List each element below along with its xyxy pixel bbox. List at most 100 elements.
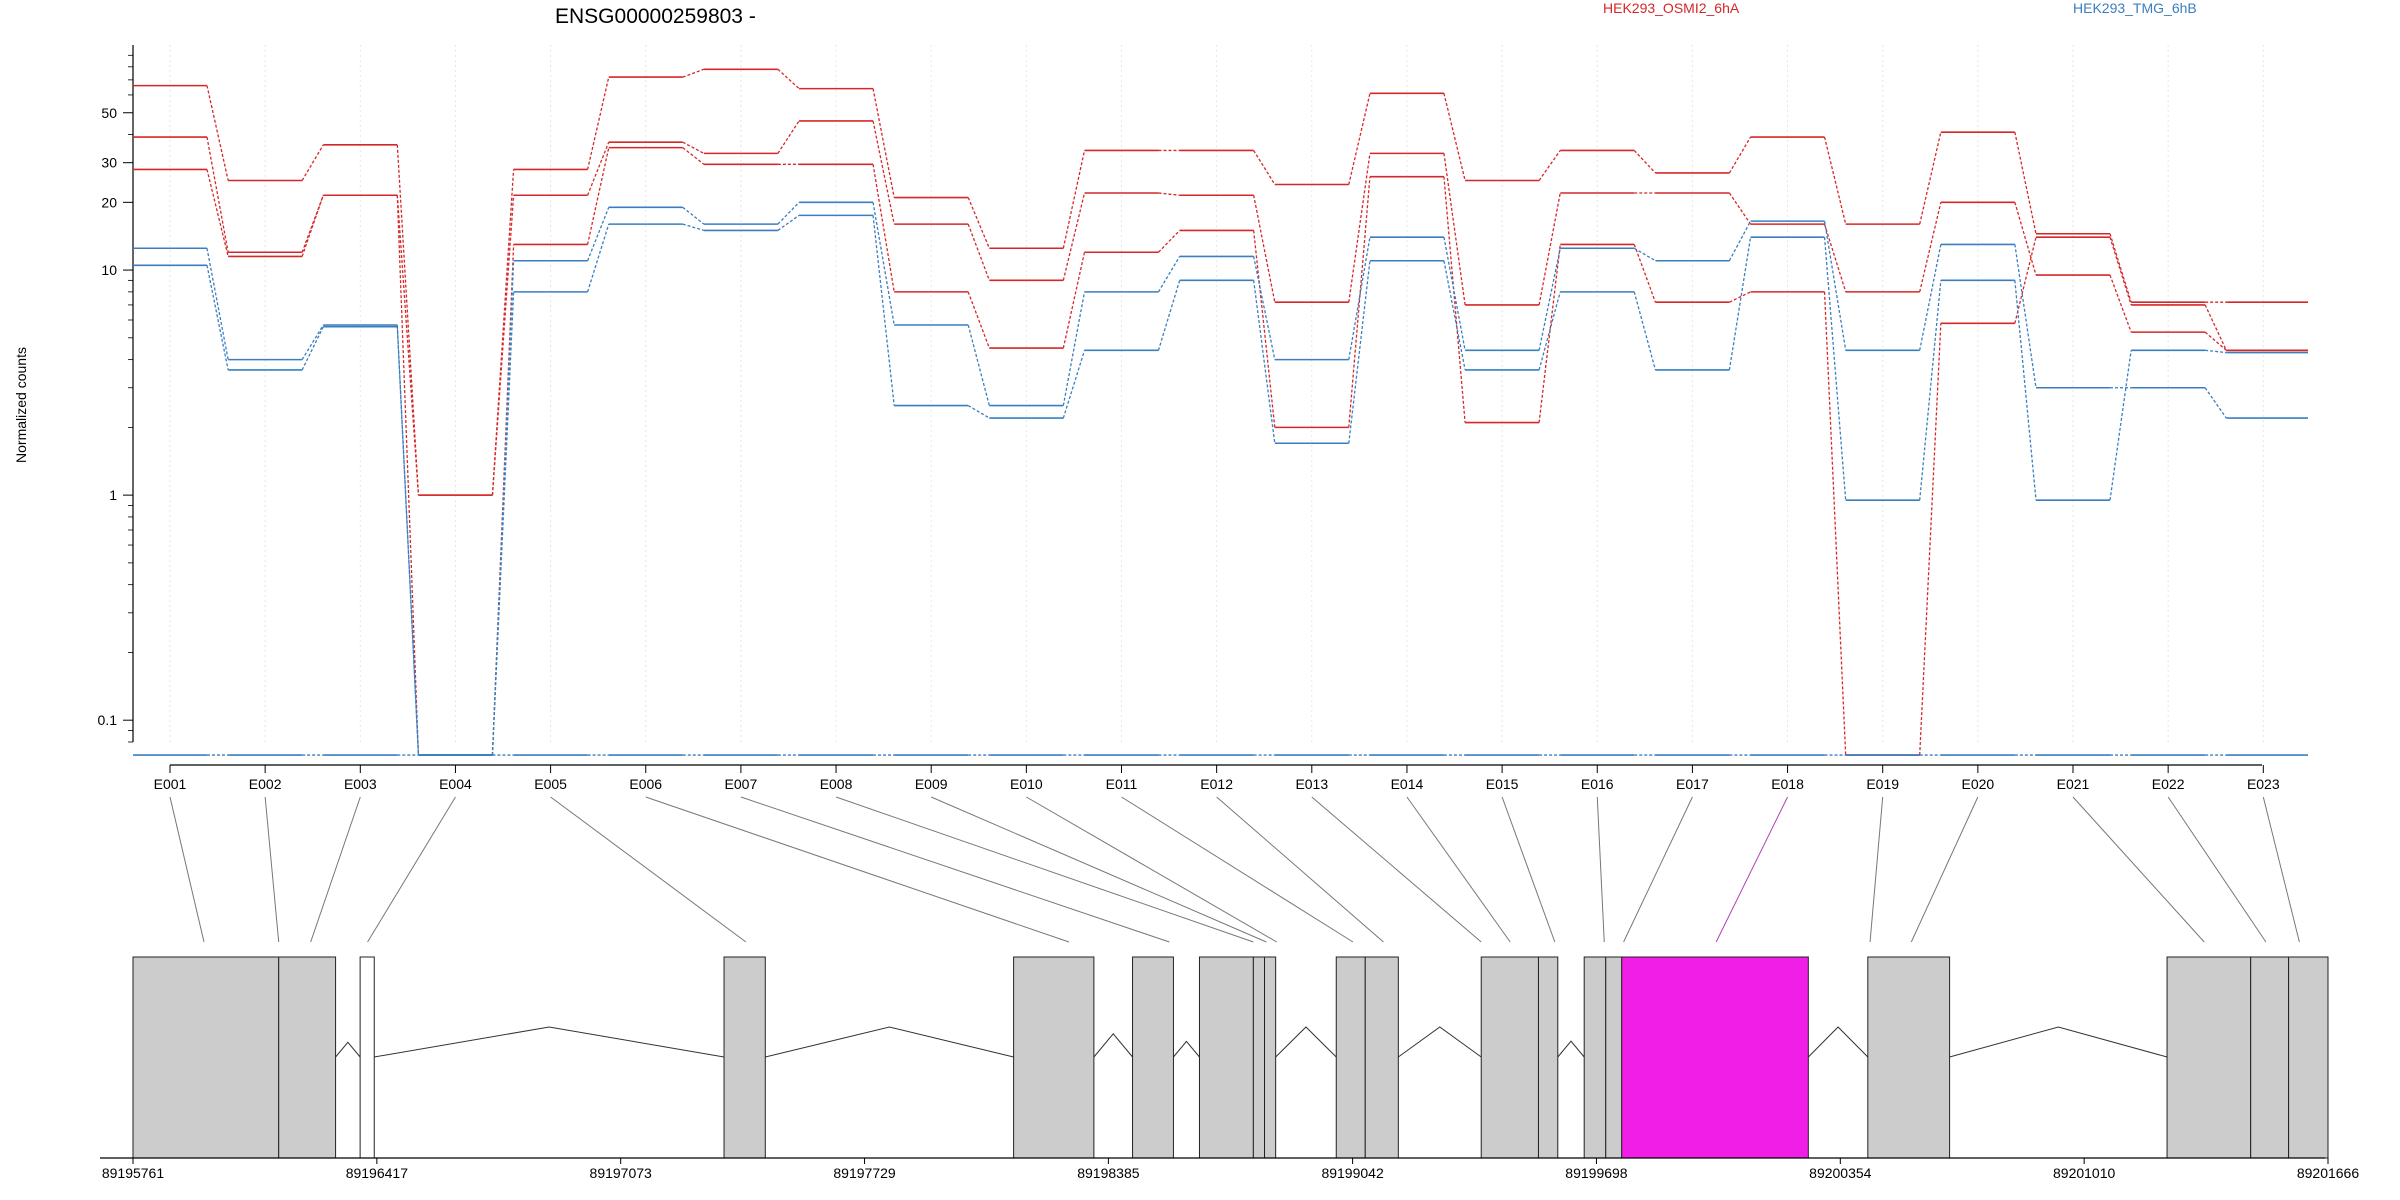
exon-connector	[1311, 796, 1482, 943]
exon-connector	[1406, 796, 1511, 943]
x-tick-label: E007	[725, 776, 758, 792]
series-connector	[301, 326, 324, 371]
exon-connector	[1596, 796, 1605, 943]
series-connector	[967, 324, 990, 406]
series-connector	[1443, 153, 1466, 306]
intron-line	[1557, 1040, 1585, 1058]
series-connector	[1823, 291, 1847, 756]
series-connector	[2014, 202, 2037, 276]
exon-connector	[740, 796, 1170, 943]
series-connector	[967, 405, 990, 419]
series-connector	[1348, 153, 1371, 303]
x-tick-label: E015	[1486, 776, 1519, 792]
y-tick-label: 20	[101, 194, 117, 210]
exon-connector	[2072, 796, 2205, 943]
exon-bin	[1198, 956, 1254, 1159]
series-connector	[1633, 291, 1657, 371]
series-5	[133, 214, 2308, 756]
series-connector	[1443, 237, 1466, 351]
series-connector	[682, 223, 705, 232]
exon-connector	[645, 796, 1070, 943]
series-connector	[777, 201, 800, 225]
series-connector	[2204, 387, 2227, 419]
series-connector	[1062, 350, 1086, 419]
x-tick-label: E022	[2152, 776, 2185, 792]
series-connector	[1348, 237, 1371, 360]
gene-model	[132, 956, 2329, 1159]
exon-bin	[723, 956, 766, 1159]
y-axis-label: Normalized counts	[13, 347, 29, 463]
x-tick-label: E001	[154, 776, 187, 792]
series-connector	[872, 164, 895, 292]
exon-bin	[1132, 956, 1174, 1159]
series-connector	[2109, 350, 2132, 501]
series-connector	[206, 85, 229, 181]
series-connector	[206, 248, 229, 360]
series-connector	[491, 195, 515, 496]
genomic-tick-label: 89195761	[102, 1165, 165, 1181]
x-tick-label: E006	[629, 776, 662, 792]
exon-bin	[1583, 956, 1607, 1159]
genomic-tick-label: 89199698	[1565, 1165, 1628, 1181]
series-connector	[1348, 93, 1371, 185]
x-tick-label: E014	[1391, 776, 1424, 792]
series-connector	[2109, 274, 2132, 333]
series-connector	[1253, 230, 1276, 428]
series-connector	[1919, 244, 1942, 351]
series-connector	[206, 136, 229, 253]
series-connector	[2205, 349, 2227, 354]
genomic-tick-label: 89198385	[1077, 1165, 1140, 1181]
exon-connector	[931, 796, 1267, 943]
exon-bin	[359, 956, 375, 1159]
exon-connector	[310, 796, 361, 943]
exon-connector	[1026, 796, 1278, 943]
x-tick-label: E023	[2247, 776, 2280, 792]
exon-connector	[1623, 796, 1693, 943]
exon-connector	[1910, 796, 1979, 943]
x-tick-label: E016	[1581, 776, 1614, 792]
y-axis-ticks: 0.1 1 10 20 30 50	[98, 54, 133, 743]
series-connector	[777, 120, 800, 154]
genomic-tick-label: 89197729	[833, 1165, 896, 1181]
series-connector	[586, 147, 610, 245]
series-connector	[1062, 252, 1086, 349]
series-connector	[967, 197, 990, 249]
exon-connector	[1869, 796, 1884, 943]
exon-bin	[278, 956, 337, 1159]
legend-label-tmg: HEK293_TMG_6hB	[2073, 0, 2197, 16]
series-connector	[301, 195, 324, 257]
series-connector	[1728, 136, 1752, 174]
x-tick-label: E021	[2057, 776, 2090, 792]
series-2	[133, 120, 2308, 496]
genomic-tick-label: 89200354	[1809, 1165, 1872, 1181]
x-tick-label: E008	[820, 776, 853, 792]
series-connector	[1158, 229, 1181, 253]
series-connector	[1633, 244, 1657, 303]
series-connector	[586, 223, 610, 293]
y-tick-label: 30	[101, 155, 117, 171]
series-connector	[682, 68, 705, 78]
genomic-tick-label: 89201010	[2053, 1165, 2116, 1181]
exon-connector	[169, 796, 205, 943]
series-3	[133, 146, 2308, 756]
series-connector	[1538, 192, 1561, 306]
y-tick-label: 0.1	[98, 712, 118, 728]
intron-line	[1173, 1040, 1200, 1058]
exon-connector	[1121, 796, 1354, 943]
exon-connectors	[169, 796, 2300, 943]
genomic-tick-label: 89196417	[346, 1165, 409, 1181]
series-connector	[301, 144, 324, 181]
series-connector	[682, 141, 705, 154]
exon-connector	[2167, 796, 2267, 943]
series-connector	[1728, 192, 1752, 225]
series-connector	[586, 76, 610, 170]
series-connector	[872, 88, 895, 198]
series-connector	[967, 291, 990, 349]
series-connector	[682, 206, 705, 225]
exon-bin	[1013, 956, 1095, 1159]
exon-bin	[2250, 956, 2290, 1159]
series-connector	[2014, 244, 2037, 388]
series-connector	[1633, 247, 1656, 262]
series-connector	[396, 195, 420, 496]
